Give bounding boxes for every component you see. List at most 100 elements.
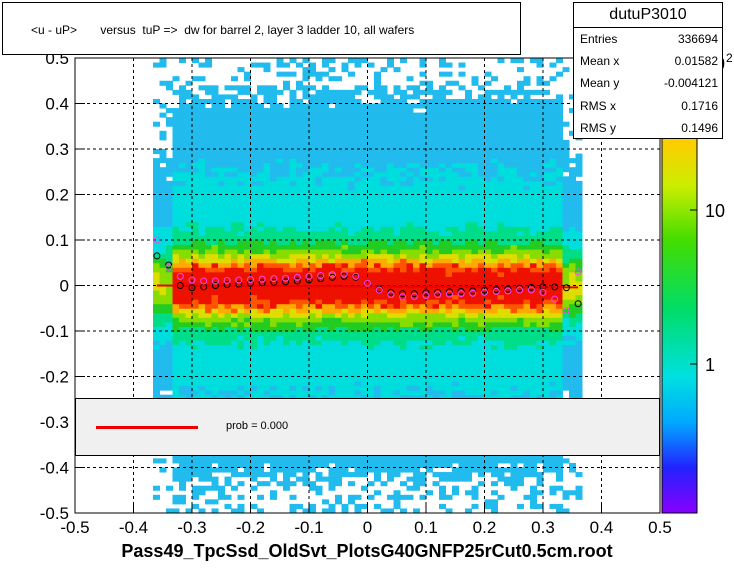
- heatmap-cell: [348, 294, 355, 300]
- heatmap-cell: [283, 249, 290, 255]
- heatmap-cell: [445, 117, 453, 123]
- heatmap-cell: [276, 335, 284, 341]
- heatmap-cell: [406, 226, 414, 232]
- heatmap-cell: [322, 185, 329, 191]
- heatmap-cell: [452, 308, 459, 314]
- heatmap-cell: [335, 494, 342, 500]
- heatmap-cell: [393, 299, 401, 305]
- heatmap-cell: [510, 331, 518, 337]
- heatmap-cell: [289, 94, 297, 100]
- heatmap-cell: [224, 85, 232, 91]
- heatmap-cell: [478, 126, 485, 132]
- heatmap-cell: [426, 153, 433, 159]
- heatmap-cell: [198, 262, 206, 268]
- heatmap-cell: [218, 376, 225, 382]
- heatmap-cell: [374, 126, 381, 132]
- heatmap-cell: [510, 58, 518, 64]
- heatmap-cell: [465, 217, 472, 223]
- heatmap-cell: [361, 167, 368, 173]
- heatmap-cell: [315, 176, 323, 182]
- heatmap-cell: [237, 112, 245, 118]
- heatmap-cell: [380, 180, 388, 186]
- heatmap-cell: [218, 317, 225, 323]
- heatmap-cell: [257, 208, 264, 214]
- heatmap-cell: [192, 340, 199, 346]
- heatmap-cell: [211, 317, 219, 323]
- heatmap-cell: [491, 267, 498, 273]
- heatmap-cell: [348, 167, 355, 173]
- heatmap-cell: [198, 358, 206, 364]
- heatmap-cell: [471, 312, 479, 318]
- heatmap-cell: [328, 139, 336, 145]
- heatmap-cell: [205, 485, 212, 491]
- heatmap-cell: [374, 162, 381, 168]
- heatmap-cell: [166, 367, 173, 373]
- heatmap-cell: [276, 290, 284, 296]
- heatmap-cell: [504, 139, 511, 145]
- heatmap-cell: [153, 321, 160, 327]
- heatmap-cell: [439, 144, 446, 150]
- heatmap-cell: [322, 285, 329, 291]
- heatmap-cell: [426, 108, 433, 114]
- heatmap-cell: [491, 162, 498, 168]
- heatmap-cell: [335, 217, 342, 223]
- heatmap-cell: [426, 176, 433, 182]
- heatmap-cell: [179, 162, 186, 168]
- heatmap-cell: [517, 144, 524, 150]
- heatmap-cell: [439, 176, 446, 182]
- heatmap-cell: [341, 299, 349, 305]
- heatmap-cell: [439, 203, 446, 209]
- heatmap-cell: [341, 189, 349, 195]
- heatmap-cell: [276, 162, 284, 168]
- heatmap-cell: [179, 335, 186, 341]
- heatmap-cell: [231, 508, 238, 514]
- heatmap-cell: [380, 208, 388, 214]
- heatmap-cell: [289, 326, 297, 332]
- heatmap-cell: [302, 139, 310, 145]
- heatmap-cell: [270, 230, 277, 236]
- heatmap-cell: [231, 349, 238, 355]
- heatmap-cell: [159, 262, 167, 268]
- heatmap-cell: [367, 276, 375, 282]
- heatmap-cell: [419, 189, 427, 195]
- heatmap-cell: [413, 326, 420, 332]
- heatmap-cell: [374, 258, 381, 264]
- heatmap-cell: [491, 453, 498, 459]
- heatmap-cell: [504, 85, 511, 91]
- heatmap-cell: [159, 371, 167, 377]
- heatmap-cell: [328, 503, 336, 509]
- heatmap-cell: [380, 267, 388, 273]
- heatmap-cell: [218, 385, 225, 391]
- heatmap-cell: [393, 331, 401, 337]
- heatmap-cell: [523, 358, 531, 364]
- heatmap-cell: [413, 203, 420, 209]
- heatmap-cell: [432, 176, 440, 182]
- heatmap-cell: [289, 199, 297, 205]
- heatmap-cell: [244, 117, 251, 123]
- heatmap-cell: [250, 349, 258, 355]
- heatmap-cell: [497, 189, 505, 195]
- heatmap-cell: [283, 353, 290, 359]
- heatmap-cell: [179, 294, 186, 300]
- heatmap-cell: [257, 167, 264, 173]
- heatmap-cell: [328, 481, 336, 487]
- heatmap-cell: [328, 317, 336, 323]
- heatmap-cell: [471, 144, 479, 150]
- heatmap-cell: [439, 103, 446, 109]
- heatmap-cell: [179, 340, 186, 346]
- heatmap-cell: [504, 331, 511, 337]
- heatmap-cell: [497, 385, 505, 391]
- heatmap-cell: [335, 353, 342, 359]
- heatmap-cell: [309, 139, 316, 145]
- heatmap-cell: [257, 285, 264, 291]
- heatmap-cell: [237, 126, 245, 132]
- heatmap-cell: [413, 199, 420, 205]
- heatmap-cell: [393, 258, 401, 264]
- heatmap-cell: [270, 158, 277, 164]
- heatmap-cell: [393, 240, 401, 246]
- heatmap-cell: [237, 139, 245, 145]
- heatmap-cell: [283, 230, 290, 236]
- heatmap-cell: [211, 249, 219, 255]
- heatmap-cell: [289, 294, 297, 300]
- heatmap-cell: [335, 294, 342, 300]
